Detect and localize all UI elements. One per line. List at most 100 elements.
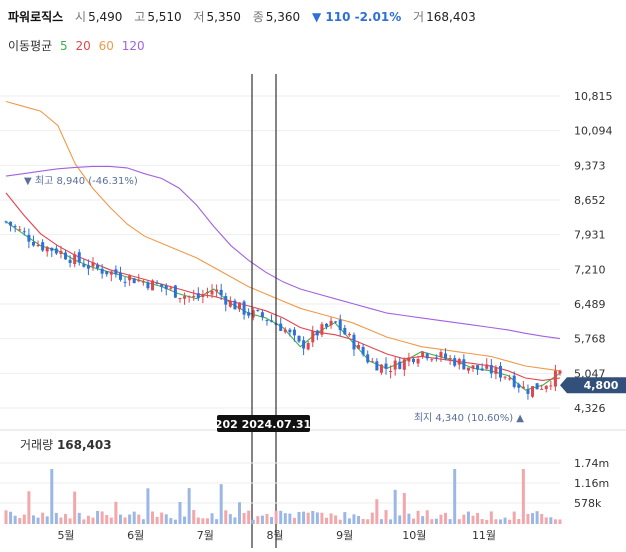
candle-body: [205, 291, 209, 293]
volume-tick-label: 1.74m: [574, 457, 609, 470]
volume-bar: [82, 519, 86, 524]
candle-body: [535, 383, 539, 390]
volume-bar: [485, 519, 489, 524]
volume-bar: [357, 515, 361, 524]
candle-body: [407, 357, 411, 362]
candle-body: [444, 353, 448, 359]
volume-bar: [366, 519, 370, 524]
volume-bar: [96, 510, 100, 524]
candle-body: [421, 351, 425, 357]
volume-bar: [105, 515, 109, 524]
candle-body: [379, 364, 383, 373]
candle-body: [160, 284, 164, 287]
moving-average-legend[interactable]: 이동평균 5 20 60 120: [8, 37, 149, 54]
volume-bar: [407, 513, 411, 524]
ma-60-line: [5, 100, 561, 372]
volume-bar: [471, 515, 475, 524]
candle-body: [13, 226, 17, 228]
candle-body: [238, 302, 242, 310]
candle-body: [114, 269, 118, 275]
price-tick-label: 4,326: [574, 402, 606, 415]
volume-bar: [521, 469, 525, 524]
ma-60-label: 60: [98, 39, 114, 53]
candle-body: [352, 334, 356, 350]
candle-body: [64, 252, 68, 260]
volume-bar: [91, 517, 95, 524]
candle-body: [59, 250, 63, 254]
volume-bar: [526, 513, 530, 524]
candles: [4, 220, 562, 400]
candle-body: [77, 252, 81, 263]
volume-label: 거: [413, 10, 425, 24]
candle-body: [389, 370, 393, 372]
candle-body: [508, 378, 512, 380]
candle-body: [22, 231, 26, 233]
price-tick-label: 8,652: [574, 194, 606, 207]
volume-bar: [228, 514, 232, 524]
volume-bar: [210, 513, 214, 524]
period-low-marker: 최지 4,340 (10.60%) ▲: [414, 412, 524, 424]
candle-body: [260, 312, 264, 318]
volume-bar: [31, 515, 35, 524]
volume-bar: [109, 517, 113, 524]
open-label: 시: [75, 10, 87, 24]
volume-bar: [311, 511, 315, 524]
volume-bar: [324, 517, 328, 524]
volume-bar: [315, 512, 319, 524]
date-tick-label: 6월: [127, 529, 144, 542]
volume-bar: [453, 469, 457, 524]
volume-bar: [233, 517, 237, 524]
volume-bar: [402, 492, 406, 524]
candle-body: [448, 358, 452, 360]
candle-body: [512, 375, 516, 387]
candle-body: [297, 335, 301, 342]
candle-body: [132, 278, 136, 284]
volume-bar: [27, 491, 31, 524]
volume-bar: [375, 499, 379, 524]
candle-body: [544, 385, 548, 390]
price-tick-label: 7,210: [574, 263, 606, 276]
candle-body: [457, 358, 461, 365]
candle-body: [105, 270, 109, 275]
volume-bar: [279, 510, 283, 524]
volume-bar: [187, 488, 191, 524]
candle-body: [361, 346, 365, 355]
volume-bar: [338, 519, 342, 524]
volume-bar: [334, 515, 338, 524]
candle-body: [210, 290, 214, 295]
volume-bar: [256, 516, 260, 524]
volume-bar: [77, 512, 81, 524]
candle-body: [36, 244, 40, 246]
candle-body: [31, 241, 35, 246]
moving-average-lines: [5, 100, 561, 391]
candle-body: [54, 248, 58, 254]
candle-body: [128, 275, 132, 281]
volume-bar: [50, 469, 54, 524]
ma-120-label: 120: [121, 39, 145, 53]
date-tick-label: 11월: [472, 529, 496, 542]
volume-bar: [393, 489, 397, 524]
volume-bar: [384, 510, 388, 524]
volume-bar: [352, 514, 356, 524]
candle-body: [531, 386, 535, 397]
candle-body: [370, 361, 374, 363]
volume-bar: [283, 513, 287, 524]
candle-body: [251, 310, 255, 318]
current-price-tag: [560, 377, 626, 394]
period-high-marker: ▼ 최고 8,940 (-46.31%): [24, 175, 138, 187]
volume-bar: [155, 516, 159, 524]
close-label: 종: [252, 10, 264, 24]
volume-bar: [128, 514, 132, 524]
candle-body: [434, 357, 438, 359]
candle-body: [549, 385, 553, 387]
ma-120-line: [5, 165, 561, 340]
candle-body: [494, 367, 498, 374]
candle-body: [201, 295, 205, 297]
volume-bar: [64, 514, 68, 524]
candle-body: [137, 279, 141, 282]
volume-bar: [141, 519, 145, 524]
candle-body: [283, 329, 287, 333]
candle-body: [192, 295, 196, 297]
candle-body: [41, 242, 45, 251]
